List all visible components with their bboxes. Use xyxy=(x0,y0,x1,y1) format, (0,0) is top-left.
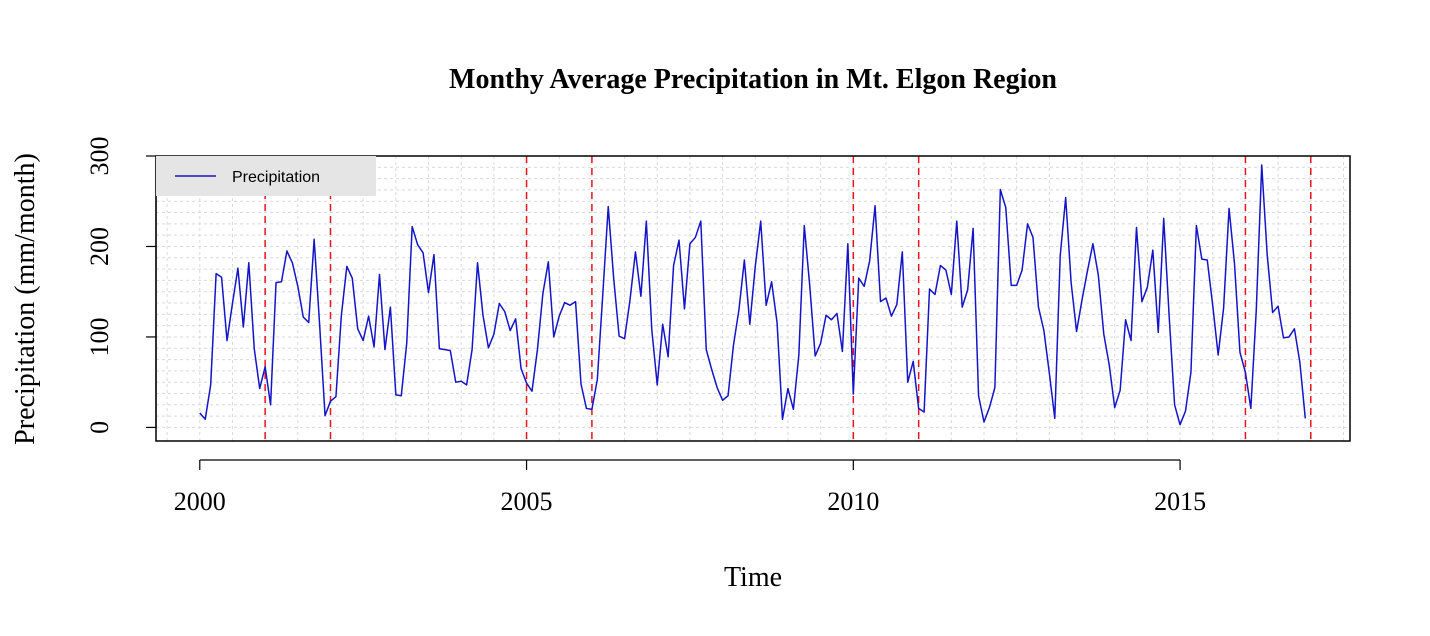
y-tick-label: 300 xyxy=(85,137,114,176)
x-tick-label: 2015 xyxy=(1154,487,1206,516)
series-line-precipitation xyxy=(199,164,1307,426)
x-tick-label: 2000 xyxy=(174,487,226,516)
legend-label: Precipitation xyxy=(232,169,320,186)
y-tick-label: 100 xyxy=(85,317,114,356)
x-axis: 2000 2005 2010 2015 xyxy=(174,459,1206,516)
y-axis: 0 100 200 300 xyxy=(85,137,157,434)
chart-title: Monthy Average Precipitation in Mt. Elgo… xyxy=(449,64,1057,95)
series-layer xyxy=(199,164,1307,426)
x-tick-label: 2010 xyxy=(827,487,879,516)
x-axis-label: Time xyxy=(724,562,782,593)
x-tick-label: 2005 xyxy=(501,487,553,516)
y-tick-label: 200 xyxy=(85,227,114,266)
legend: Precipitation xyxy=(156,156,376,196)
y-tick-label: 0 xyxy=(85,421,114,434)
y-axis-label: Precipitation (mm/month) xyxy=(10,153,41,445)
